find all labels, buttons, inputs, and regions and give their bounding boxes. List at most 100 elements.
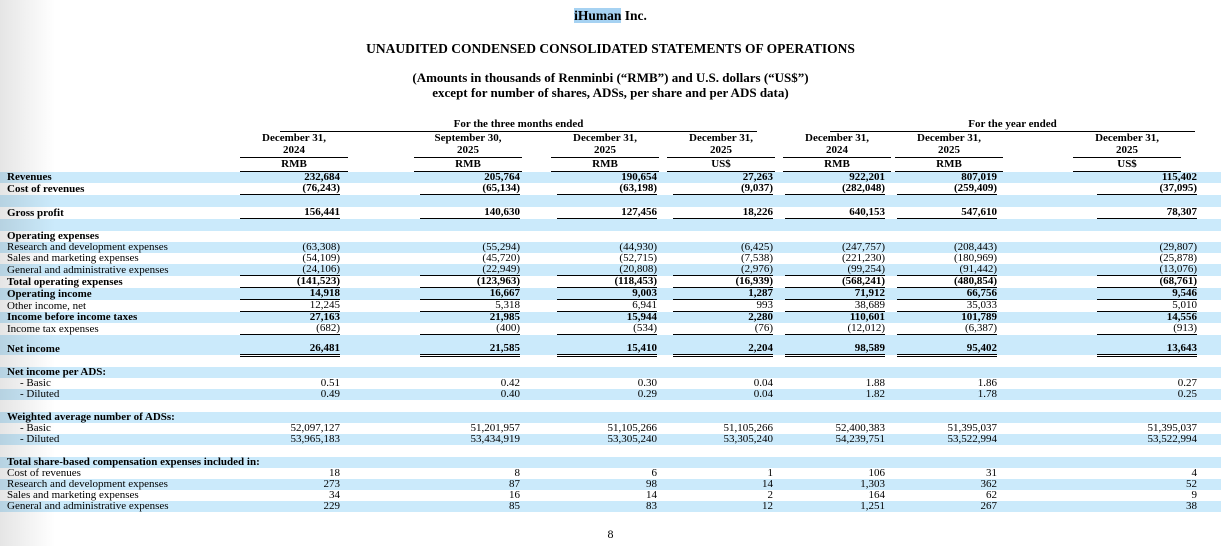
cell-value: 0.29 xyxy=(637,388,657,400)
cell-value: 53,305,240 xyxy=(723,433,774,445)
row-label: General and administrative expenses xyxy=(7,264,169,276)
cell-value: 18,226 xyxy=(667,207,783,219)
row-label: Net income per ADS: xyxy=(7,366,107,378)
row-label: Sales and marketing expenses xyxy=(7,252,139,264)
cell-value: 6 xyxy=(651,467,658,479)
cell-value: 66,756 xyxy=(895,288,1007,300)
cell-value: 1,287 xyxy=(667,288,783,300)
column-date-header: September 30, 2025 xyxy=(350,132,530,158)
column-group-header: For the three months ended xyxy=(240,118,783,132)
cell-value: 26,481 xyxy=(240,335,350,357)
cell-value: (141,523) xyxy=(240,276,350,288)
cell-value: 51,395,037 xyxy=(1147,422,1198,434)
column-currency-header: RMB xyxy=(783,158,895,172)
row-label: Research and development expenses xyxy=(7,478,168,490)
table-row: Other income, net 12,245 5,318 6,941 993 38,6… xyxy=(0,300,1221,312)
cell-value: 140,630 xyxy=(350,207,530,219)
cell-value: 95,402 xyxy=(895,335,1007,357)
cell-value: (480,854) xyxy=(895,276,1007,288)
cell-value: (568,241) xyxy=(783,276,895,288)
row-label: Total share-based compensation expenses … xyxy=(7,456,260,468)
cell-value: 52 xyxy=(1186,478,1198,490)
company-title: iHuman Inc. xyxy=(0,0,1221,23)
table-row: General and administrative expenses 229 85… xyxy=(0,501,1221,512)
cell-value: (13,076) xyxy=(1007,264,1221,276)
cell-value: (6,387) xyxy=(895,323,1007,335)
cell-value: (400) xyxy=(350,323,530,335)
cell-value: (282,048) xyxy=(783,183,895,195)
cell-value: 164 xyxy=(868,489,886,501)
cell-value: 110,601 xyxy=(849,311,886,323)
cell-value: 0.51 xyxy=(320,377,340,389)
table-row: Total share-based compensation expenses … xyxy=(0,457,1221,468)
cell-value: 0.49 xyxy=(320,388,340,400)
cell-value: 54,239,751 xyxy=(835,433,886,445)
row-label: - Basic xyxy=(20,422,51,434)
cell-value: 51,105,266 xyxy=(607,422,658,434)
column-date-header: December 31, 2025 xyxy=(895,132,1007,158)
cell-value: 53,522,994 xyxy=(1147,433,1198,445)
cell-value: (118,453) xyxy=(530,276,667,288)
cell-value: 15,944 xyxy=(626,311,657,323)
cell-value: 993 xyxy=(667,300,783,312)
cell-value: 0.30 xyxy=(637,377,657,389)
cell-value: (44,930) xyxy=(619,241,657,253)
row-label: Income tax expenses xyxy=(7,323,99,335)
row-label: Income before income taxes xyxy=(7,311,138,323)
row-label: Research and development expenses xyxy=(7,241,168,253)
row-label: - Basic xyxy=(20,377,51,389)
column-currency-header: RMB xyxy=(240,158,350,172)
row-label: Cost of revenues xyxy=(7,183,85,195)
cell-value: 106 xyxy=(868,467,886,479)
column-group-header: For the year ended xyxy=(783,118,1221,132)
cell-value: (12,012) xyxy=(783,323,895,335)
cell-value: (91,442) xyxy=(895,264,1007,276)
cell-value: 78,307 xyxy=(1007,207,1221,219)
cell-value: 52,097,127 xyxy=(290,422,341,434)
table-row: Income before income taxes 27,163 21,985 15… xyxy=(0,312,1221,323)
row-label: Revenues xyxy=(7,171,52,183)
spacer-cell xyxy=(0,400,1221,412)
column-date-header: December 31, 2024 xyxy=(783,132,895,158)
cell-value: (16,939) xyxy=(667,276,783,288)
table-header: For the three months ended For the year e… xyxy=(0,118,1221,172)
cell-value: 9 xyxy=(1191,489,1198,501)
cell-value: 127,456 xyxy=(530,207,667,219)
cell-value: 232,684 xyxy=(304,171,340,183)
table-row: Cost of revenues 18 8 6 1 106 31 4 xyxy=(0,468,1221,479)
cell-value: (180,969) xyxy=(953,252,998,264)
cell-value: (24,106) xyxy=(240,264,350,276)
cell-value: 5,318 xyxy=(350,300,530,312)
row-label: - Diluted xyxy=(20,388,60,400)
cell-value: (247,757) xyxy=(841,241,886,253)
cell-value: (123,963) xyxy=(350,276,530,288)
cell-value: 101,789 xyxy=(961,311,998,323)
column-currency-header: US$ xyxy=(667,158,783,172)
cell-value: 1.88 xyxy=(865,377,886,389)
company-name-highlighted: iHuman xyxy=(574,8,622,23)
column-currency-header: RMB xyxy=(350,158,530,172)
cell-value: 98 xyxy=(646,478,657,490)
row-label: Weighted average number of ADSs: xyxy=(7,411,175,423)
cell-value: 2 xyxy=(767,489,774,501)
cell-value: 205,764 xyxy=(484,171,520,183)
cell-value: 35,033 xyxy=(895,300,1007,312)
amounts-note-line2: except for number of shares, ADSs, per s… xyxy=(432,85,789,100)
table-row: Gross profit 156,441 140,630 127,456 18,226 6… xyxy=(0,207,1221,219)
cell-value: 51,201,957 xyxy=(470,422,521,434)
cell-value: 12,245 xyxy=(240,300,350,312)
cell-value: (259,409) xyxy=(895,183,1007,195)
cell-value: 0.27 xyxy=(1177,377,1198,389)
cell-value: 156,441 xyxy=(240,207,350,219)
company-suffix: Inc. xyxy=(621,8,647,23)
amounts-note-line1: (Amounts in thousands of Renminbi (“RMB”… xyxy=(412,70,809,85)
spacer-row xyxy=(0,195,1221,207)
table-row: Research and development expenses 273 87 98… xyxy=(0,479,1221,490)
cell-value: 6,941 xyxy=(530,300,667,312)
cell-value: 14,918 xyxy=(240,288,350,300)
row-label: Other income, net xyxy=(7,300,87,312)
cell-value: 85 xyxy=(509,500,520,512)
cell-value: 16 xyxy=(509,489,520,501)
row-label: Net income xyxy=(7,343,60,355)
